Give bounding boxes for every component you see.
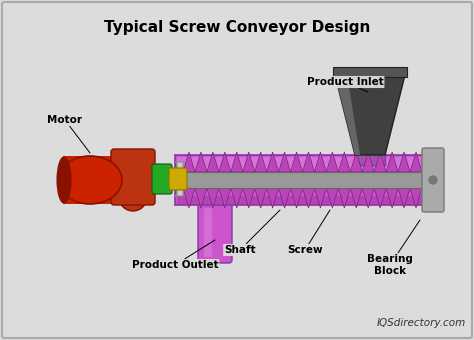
Polygon shape xyxy=(231,152,243,172)
Bar xyxy=(177,157,428,170)
Polygon shape xyxy=(279,152,291,172)
Ellipse shape xyxy=(57,157,71,203)
Bar xyxy=(177,196,428,204)
Ellipse shape xyxy=(58,156,122,204)
Polygon shape xyxy=(374,188,386,208)
FancyBboxPatch shape xyxy=(152,164,172,194)
Circle shape xyxy=(429,176,437,184)
Polygon shape xyxy=(219,188,231,208)
Circle shape xyxy=(119,183,147,211)
Bar xyxy=(333,67,407,77)
Polygon shape xyxy=(398,152,410,172)
Polygon shape xyxy=(335,75,405,155)
Polygon shape xyxy=(279,188,291,208)
Polygon shape xyxy=(362,188,374,208)
Text: Product Inlet: Product Inlet xyxy=(307,77,383,92)
Polygon shape xyxy=(291,188,302,208)
FancyBboxPatch shape xyxy=(198,202,232,263)
Polygon shape xyxy=(183,188,195,208)
Polygon shape xyxy=(410,152,422,172)
Text: Screw: Screw xyxy=(287,210,330,255)
Polygon shape xyxy=(338,188,350,208)
Text: Motor: Motor xyxy=(47,115,90,153)
Polygon shape xyxy=(195,152,207,172)
Polygon shape xyxy=(219,152,231,172)
Polygon shape xyxy=(314,152,327,172)
FancyBboxPatch shape xyxy=(2,2,472,338)
Text: Typical Screw Conveyor Design: Typical Screw Conveyor Design xyxy=(104,20,370,35)
Polygon shape xyxy=(183,152,195,172)
Polygon shape xyxy=(267,188,279,208)
Bar xyxy=(204,208,212,257)
Polygon shape xyxy=(410,188,422,208)
FancyBboxPatch shape xyxy=(169,168,187,190)
Polygon shape xyxy=(207,188,219,208)
Bar xyxy=(63,156,117,204)
Polygon shape xyxy=(386,152,398,172)
Polygon shape xyxy=(255,152,267,172)
Polygon shape xyxy=(207,152,219,172)
Polygon shape xyxy=(231,188,243,208)
Polygon shape xyxy=(398,188,410,208)
Polygon shape xyxy=(350,152,362,172)
Polygon shape xyxy=(386,188,398,208)
Polygon shape xyxy=(243,152,255,172)
Polygon shape xyxy=(314,188,327,208)
Bar xyxy=(355,150,385,165)
Bar xyxy=(180,172,425,188)
FancyBboxPatch shape xyxy=(422,148,444,212)
Polygon shape xyxy=(338,152,350,172)
Polygon shape xyxy=(335,75,360,155)
FancyBboxPatch shape xyxy=(175,162,185,196)
Polygon shape xyxy=(302,152,314,172)
Polygon shape xyxy=(255,188,267,208)
Text: Product Outlet: Product Outlet xyxy=(132,240,219,270)
Polygon shape xyxy=(327,152,338,172)
Polygon shape xyxy=(195,188,207,208)
FancyBboxPatch shape xyxy=(111,149,155,205)
Text: Bearing
Block: Bearing Block xyxy=(367,220,420,276)
Polygon shape xyxy=(374,152,386,172)
Text: IQSdirectory.com: IQSdirectory.com xyxy=(377,318,466,328)
Polygon shape xyxy=(302,188,314,208)
Polygon shape xyxy=(291,152,302,172)
Polygon shape xyxy=(327,188,338,208)
Polygon shape xyxy=(350,188,362,208)
Bar xyxy=(175,155,430,205)
Text: Shaft: Shaft xyxy=(224,210,280,255)
Polygon shape xyxy=(243,188,255,208)
Polygon shape xyxy=(267,152,279,172)
Polygon shape xyxy=(362,152,374,172)
